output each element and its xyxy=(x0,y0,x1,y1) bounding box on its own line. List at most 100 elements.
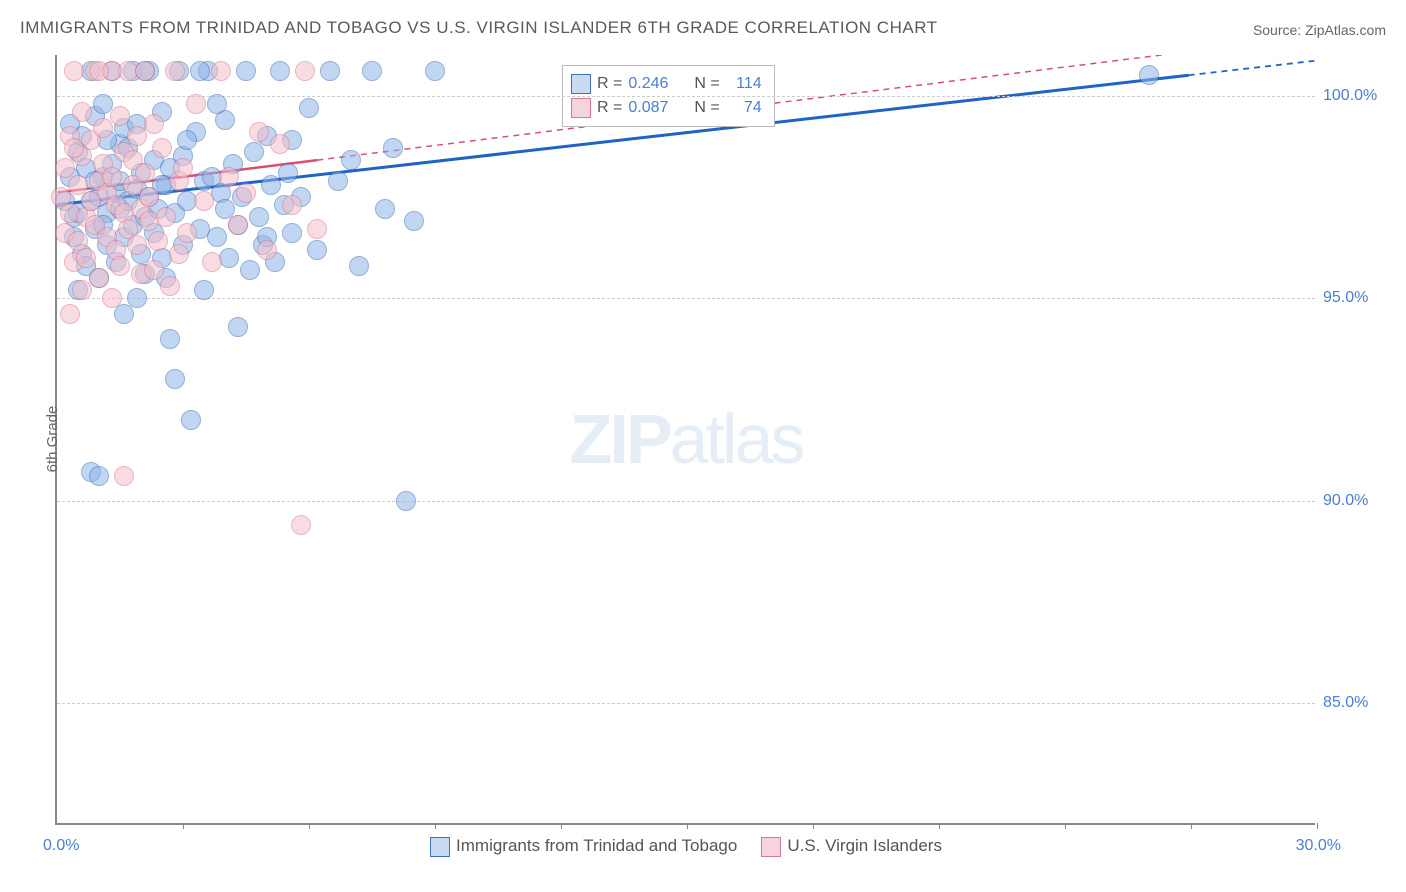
scatter-point xyxy=(156,207,176,227)
scatter-point xyxy=(219,167,239,187)
bottom-legend: Immigrants from Trinidad and Tobago U.S. … xyxy=(57,836,1315,857)
x-tick xyxy=(435,823,436,829)
gridline-h xyxy=(57,703,1315,704)
n-label: N = xyxy=(694,96,719,120)
bottom-legend-item: Immigrants from Trinidad and Tobago xyxy=(430,836,737,857)
legend-swatch xyxy=(430,837,450,857)
scatter-point xyxy=(211,61,231,81)
scatter-point xyxy=(152,138,172,158)
watermark: ZIPatlas xyxy=(570,399,803,479)
r-label: R = xyxy=(597,72,622,96)
scatter-point xyxy=(102,167,122,187)
scatter-point xyxy=(177,130,197,150)
n-value: 114 xyxy=(726,72,762,96)
y-tick-label: 95.0% xyxy=(1323,289,1383,307)
scatter-point xyxy=(194,191,214,211)
scatter-point xyxy=(249,122,269,142)
r-value: 0.087 xyxy=(628,96,680,120)
scatter-point xyxy=(282,195,302,215)
scatter-point xyxy=(60,304,80,324)
r-value: 0.246 xyxy=(628,72,680,96)
scatter-point xyxy=(110,106,130,126)
bottom-legend-item: U.S. Virgin Islanders xyxy=(761,836,942,857)
x-tick xyxy=(1317,823,1318,829)
scatter-point xyxy=(307,219,327,239)
scatter-point xyxy=(165,61,185,81)
scatter-point xyxy=(228,215,248,235)
y-tick-label: 90.0% xyxy=(1323,492,1383,510)
x-tick xyxy=(561,823,562,829)
scatter-point xyxy=(135,163,155,183)
scatter-point xyxy=(341,150,361,170)
scatter-point xyxy=(114,466,134,486)
scatter-point xyxy=(89,466,109,486)
scatter-point xyxy=(383,138,403,158)
scatter-point xyxy=(295,61,315,81)
plot-area: 6th Grade 0.0% 30.0% ZIPatlas R =0.246N … xyxy=(55,55,1315,825)
scatter-point xyxy=(135,61,155,81)
scatter-point xyxy=(425,61,445,81)
scatter-point xyxy=(72,280,92,300)
n-value: 74 xyxy=(726,96,762,120)
scatter-point xyxy=(202,252,222,272)
scatter-point xyxy=(362,61,382,81)
legend-row: R =0.087 N = 74 xyxy=(571,96,762,120)
scatter-point xyxy=(64,61,84,81)
n-label: N = xyxy=(694,72,719,96)
scatter-point xyxy=(110,256,130,276)
scatter-point xyxy=(299,98,319,118)
scatter-point xyxy=(270,61,290,81)
scatter-point xyxy=(320,61,340,81)
scatter-point xyxy=(89,268,109,288)
legend-row: R =0.246 N = 114 xyxy=(571,72,762,96)
scatter-point xyxy=(160,329,180,349)
scatter-point xyxy=(219,248,239,268)
y-axis-label: 6th Grade xyxy=(44,406,61,473)
scatter-point xyxy=(148,231,168,251)
scatter-point xyxy=(375,199,395,219)
x-tick xyxy=(1191,823,1192,829)
scatter-point xyxy=(139,187,159,207)
scatter-point xyxy=(177,223,197,243)
gridline-h xyxy=(57,501,1315,502)
scatter-point xyxy=(127,235,147,255)
scatter-point xyxy=(404,211,424,231)
x-tick xyxy=(183,823,184,829)
scatter-point xyxy=(173,158,193,178)
scatter-point xyxy=(160,276,180,296)
r-label: R = xyxy=(597,96,622,120)
scatter-point xyxy=(257,240,277,260)
legend-swatch xyxy=(761,837,781,857)
scatter-point xyxy=(270,134,290,154)
trend-lines xyxy=(57,55,1315,823)
scatter-point xyxy=(93,118,113,138)
legend-swatch xyxy=(571,74,591,94)
scatter-point xyxy=(114,304,134,324)
scatter-point xyxy=(396,491,416,511)
scatter-point xyxy=(144,260,164,280)
y-tick-label: 100.0% xyxy=(1323,87,1383,105)
scatter-point xyxy=(240,260,260,280)
scatter-point xyxy=(127,126,147,146)
x-tick xyxy=(1065,823,1066,829)
scatter-point xyxy=(207,227,227,247)
scatter-point xyxy=(102,288,122,308)
x-tick xyxy=(309,823,310,829)
chart-title: IMMIGRANTS FROM TRINIDAD AND TOBAGO VS U… xyxy=(20,18,938,38)
x-tick xyxy=(939,823,940,829)
scatter-point xyxy=(282,223,302,243)
x-tick xyxy=(813,823,814,829)
scatter-point xyxy=(89,61,109,81)
scatter-point xyxy=(228,317,248,337)
scatter-point xyxy=(307,240,327,260)
scatter-point xyxy=(169,244,189,264)
legend-swatch xyxy=(571,98,591,118)
scatter-point xyxy=(194,280,214,300)
scatter-point xyxy=(249,207,269,227)
scatter-point xyxy=(328,171,348,191)
scatter-point xyxy=(291,515,311,535)
scatter-point xyxy=(1139,65,1159,85)
scatter-point xyxy=(207,94,227,114)
scatter-point xyxy=(64,138,84,158)
scatter-point xyxy=(72,102,92,122)
